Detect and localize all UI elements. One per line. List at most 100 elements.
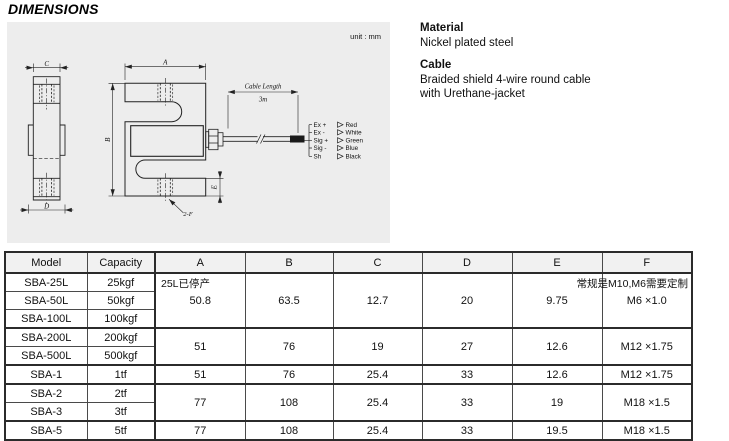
- capacity-cell: 3tf: [86, 402, 156, 422]
- capacity-cell: 200kgf: [86, 327, 156, 347]
- dim-f-cell: 常规是M10,M6需要定制 M6 ×1.0: [577, 272, 693, 329]
- name-plate: [130, 125, 204, 157]
- model-cell: SBA-100L: [4, 309, 88, 329]
- wire-signal: Ex +: [314, 122, 327, 129]
- col-header-e: E: [511, 251, 603, 274]
- dim-b-cell: 63.5: [244, 272, 334, 329]
- front-view: [108, 63, 224, 214]
- capacity-cell: 2tf: [86, 383, 156, 403]
- dimensions-drawing: unit : mm: [7, 22, 390, 243]
- dim-b-cell: 76: [244, 364, 334, 385]
- col-header-model: Model: [4, 251, 88, 274]
- dim-a-value: 50.8: [189, 294, 211, 307]
- dim-a-cell: 51: [154, 327, 246, 366]
- wire-color: White: [346, 130, 363, 137]
- model-cell: SBA-25L: [4, 272, 88, 292]
- model-cell: SBA-2: [4, 383, 88, 403]
- wiring-bracket: [304, 124, 312, 157]
- dimensions-table-wrap: Model Capacity A B C D E F SBA-25L 25kgf…: [4, 251, 693, 441]
- dim-b-cell: 108: [244, 383, 334, 422]
- material-block: Material Nickel plated steel: [420, 21, 720, 50]
- dimensions-table: Model Capacity A B C D E F SBA-25L 25kgf…: [4, 251, 693, 441]
- dim-c-cell: 25.4: [332, 383, 423, 422]
- dim-e-cell: 12.6: [511, 327, 603, 366]
- dim-b-cell: 108: [244, 420, 334, 441]
- dim-a-cell: 77: [154, 383, 246, 422]
- table-row: SBA-50L 50kgf: [4, 291, 692, 310]
- dim-d-cell: 33: [421, 420, 513, 441]
- dim-label-c: C: [44, 60, 49, 68]
- wire-color-arrow-icon: [337, 121, 344, 128]
- model-cell: SBA-200L: [4, 327, 88, 347]
- col-header-c: C: [332, 251, 423, 274]
- cable-assembly: [205, 128, 305, 151]
- discontinued-note: 25L已停产: [161, 278, 211, 290]
- col-header-d: D: [421, 251, 513, 274]
- wire-color-arrow-icon: [337, 137, 344, 144]
- cable-end: [290, 135, 305, 143]
- wire-color: Blue: [346, 145, 359, 152]
- capacity-cell: 25kgf: [86, 272, 156, 292]
- dim-label-a: A: [162, 59, 168, 67]
- dim-d-cell: 20: [421, 272, 513, 329]
- dim-e-cell: 19.5: [511, 420, 603, 441]
- wire-color: Green: [346, 138, 364, 145]
- wire-color-arrow-icon: [337, 153, 344, 160]
- model-cell: SBA-50L: [4, 291, 88, 310]
- page-title: DIMENSIONS: [8, 1, 99, 17]
- table-row: SBA-3 3tf: [4, 402, 692, 422]
- wire-signal: Sig -: [314, 145, 327, 152]
- table-row: SBA-1 1tf 51 76 25.4 33 12.6 M12 ×1.75: [4, 364, 693, 385]
- table-row: SBA-2 2tf 77 108 25.4 33 19 M18 ×1.5: [4, 383, 693, 422]
- capacity-cell: 500kgf: [86, 346, 156, 366]
- dim-a-cell: 77: [154, 420, 246, 441]
- dim-a-cell: 51: [154, 364, 246, 385]
- col-header-capacity: Capacity: [86, 251, 156, 274]
- info-column: Material Nickel plated steel Cable Braid…: [420, 21, 720, 109]
- wire-color: Black: [346, 154, 362, 161]
- model-cell: SBA-3: [4, 402, 88, 422]
- dim-f-cell: M18 ×1.5: [601, 383, 693, 422]
- cable-text-line1: Braided shield 4-wire round cable: [420, 74, 591, 86]
- cable-text-line2: with Urethane-jacket: [420, 88, 525, 100]
- dim-e-cell: 9.75: [511, 272, 603, 329]
- capacity-cell: 1tf: [86, 364, 156, 385]
- model-cell: SBA-500L: [4, 346, 88, 366]
- dim-e-cell: 19: [511, 383, 603, 422]
- thread-custom-note: 常规是M10,M6需要定制: [576, 278, 688, 290]
- wire-signal: Ex -: [314, 130, 325, 137]
- col-header-f: F: [601, 251, 693, 274]
- dim-c-cell: 25.4: [332, 420, 423, 441]
- material-heading: Material: [420, 22, 464, 34]
- wire-signal: Sh: [314, 154, 322, 161]
- col-header-b: B: [244, 251, 334, 274]
- model-cell: SBA-1: [4, 364, 88, 385]
- dim-label-d: D: [43, 202, 49, 210]
- cable-heading: Cable: [420, 59, 452, 71]
- dim-label-b: B: [104, 137, 112, 142]
- capacity-cell: 100kgf: [86, 309, 156, 329]
- dim-f-value: M6 ×1.0: [626, 294, 667, 307]
- cable-length-dimension: [227, 89, 299, 133]
- capacity-cell: 50kgf: [86, 291, 156, 310]
- table-row: SBA-200L 200kgf 51 76 19 27 12.6 M12 ×1.…: [4, 327, 693, 366]
- table-row: SBA-500L 500kgf: [4, 346, 692, 366]
- dim-c-cell: 19: [332, 327, 423, 366]
- wire-color-arrows: [337, 121, 344, 160]
- thread-note-label: 2-F: [183, 211, 193, 218]
- dim-f-cell: M12 ×1.75: [601, 364, 693, 385]
- wire-color-arrow-icon: [337, 144, 344, 152]
- table-header-row: Model Capacity A B C D E F: [4, 251, 693, 274]
- side-view: [20, 63, 74, 214]
- dim-d-cell: 33: [421, 383, 513, 422]
- col-header-a: A: [154, 251, 246, 274]
- dim-c-cell: 25.4: [332, 364, 423, 385]
- dim-a-cell: 25L已停产 50.8: [154, 272, 246, 329]
- dim-e-cell: 12.6: [511, 364, 603, 385]
- unit-label: unit : mm: [350, 32, 381, 41]
- wire-color-arrow-icon: [337, 129, 344, 136]
- cable-length-label: Cable Length: [245, 84, 282, 91]
- dim-f-cell: M18 ×1.5: [601, 420, 693, 441]
- load-cell-diagram: unit : mm: [20, 32, 381, 218]
- material-text: Nickel plated steel: [420, 37, 514, 49]
